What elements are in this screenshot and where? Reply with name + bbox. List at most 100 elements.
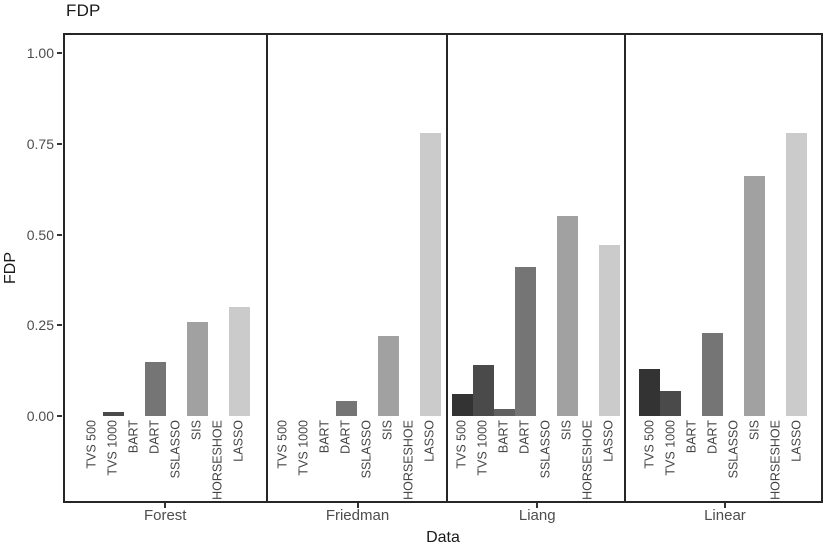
bar-slot: DART bbox=[514, 35, 536, 454]
bar-slot: SSLASSO bbox=[357, 35, 378, 478]
method-label: TVS 500 bbox=[642, 420, 657, 469]
bar-slot: HORSESHOE bbox=[765, 35, 786, 500]
plot-title: FDP bbox=[66, 1, 101, 20]
method-label: LASSO bbox=[231, 420, 246, 462]
method-label: DART bbox=[705, 420, 720, 454]
bar-slot: BART bbox=[124, 35, 145, 453]
method-label: HORSESHOE bbox=[401, 420, 416, 500]
bar-slot: HORSESHOE bbox=[399, 35, 420, 500]
bar-slot: LASSO bbox=[786, 35, 808, 462]
bar-slot: BART bbox=[315, 35, 336, 453]
bar-slot: DART bbox=[335, 35, 357, 454]
bar-tvs-1000 bbox=[660, 390, 682, 416]
bar-slot: TVS 500 bbox=[451, 35, 473, 469]
method-label: TVS 500 bbox=[275, 420, 290, 469]
method-label: SSLASSO bbox=[168, 420, 183, 479]
bar-slot: SSLASSO bbox=[166, 35, 187, 478]
method-label: BART bbox=[126, 420, 141, 454]
bar-slot: TVS 1000 bbox=[472, 35, 494, 476]
bar-group: TVS 500 TVS 1000 BART DART SSLASSO SIS HORSESH… bbox=[451, 35, 620, 500]
y-axis: 1.00 0.75 0.50 0.25 0.00 bbox=[0, 0, 63, 554]
bar-slot: SSLASSO bbox=[536, 35, 557, 478]
bar-group: TVS 500 TVS 1000 BART DART SSLASSO SIS HORSESH… bbox=[639, 35, 808, 500]
facet-liang: TVS 500 TVS 1000 BART DART SSLASSO SIS HORSESH… bbox=[448, 35, 626, 501]
bar-slot: SIS bbox=[186, 35, 208, 440]
y-tick-mark bbox=[57, 415, 62, 417]
method-label: HORSESHOE bbox=[768, 420, 783, 500]
bar-sis bbox=[744, 176, 766, 416]
x-tick-mark bbox=[723, 503, 726, 508]
bar-tvs-500 bbox=[639, 368, 661, 416]
bar-slot: DART bbox=[144, 35, 166, 454]
bar-dart bbox=[144, 361, 166, 416]
method-label: LASSO bbox=[601, 420, 616, 462]
bar-slot: TVS 500 bbox=[639, 35, 661, 469]
facet-label: Linear bbox=[704, 507, 746, 524]
y-tick-mark bbox=[57, 233, 62, 236]
x-axis-title: Data bbox=[426, 529, 460, 546]
bar-bart bbox=[493, 408, 515, 416]
y-tick-label: 0.50 bbox=[26, 226, 54, 243]
bar-slot: SIS bbox=[744, 35, 766, 440]
bar-dart bbox=[702, 332, 724, 416]
bar-slot: LASSO bbox=[598, 35, 620, 462]
bar-slot: SIS bbox=[556, 35, 578, 440]
bar-slot: TVS 1000 bbox=[294, 35, 315, 476]
method-label: SIS bbox=[747, 420, 762, 441]
y-tick-label: 0.25 bbox=[26, 317, 54, 334]
bar-dart bbox=[335, 401, 357, 416]
bar-lasso bbox=[598, 245, 620, 416]
method-label: DART bbox=[147, 420, 162, 454]
method-label: SIS bbox=[380, 420, 395, 441]
bar-slot: TVS 1000 bbox=[660, 35, 682, 476]
panel: TVS 500 TVS 1000 BART DART SSLASSO SIS HORSESH… bbox=[63, 33, 823, 503]
method-label: TVS 500 bbox=[454, 420, 469, 469]
bar-slot: HORSESHOE bbox=[578, 35, 599, 500]
facet-forest: TVS 500 TVS 1000 BART DART SSLASSO SIS HORSESH… bbox=[65, 35, 269, 501]
method-label: TVS 1000 bbox=[105, 420, 120, 476]
bar-slot: BART bbox=[493, 35, 515, 453]
method-label: TVS 500 bbox=[84, 420, 99, 469]
method-label: SIS bbox=[189, 420, 204, 441]
bar-slot: BART bbox=[681, 35, 702, 453]
bar-slot: HORSESHOE bbox=[208, 35, 229, 500]
bar-slot: LASSO bbox=[228, 35, 250, 462]
bar-sis bbox=[377, 336, 399, 416]
method-label: SSLASSO bbox=[359, 420, 374, 479]
method-label: DART bbox=[338, 420, 353, 454]
bar-group: TVS 500 TVS 1000 BART DART SSLASSO SIS HORSESH… bbox=[273, 35, 441, 500]
y-tick-label: 0.75 bbox=[26, 135, 54, 152]
bar-lasso bbox=[228, 307, 250, 416]
y-tick-label: 0.00 bbox=[26, 408, 54, 424]
facet-linear: TVS 500 TVS 1000 BART DART SSLASSO SIS HORSESH… bbox=[626, 35, 821, 501]
bar-slot: TVS 500 bbox=[82, 35, 103, 469]
method-label: SIS bbox=[559, 420, 574, 441]
bar-slot: SSLASSO bbox=[723, 35, 744, 478]
method-label: DART bbox=[517, 420, 532, 454]
bar-tvs-1000 bbox=[102, 412, 124, 416]
x-tick-mark bbox=[356, 503, 359, 508]
bar-tvs-500 bbox=[451, 394, 473, 416]
bar-dart bbox=[514, 267, 536, 416]
bar-slot: TVS 1000 bbox=[102, 35, 124, 476]
method-label: HORSESHOE bbox=[210, 420, 225, 500]
method-label: TVS 1000 bbox=[663, 420, 678, 476]
bar-lasso bbox=[786, 132, 808, 416]
y-tick-mark bbox=[57, 142, 62, 145]
method-label: LASSO bbox=[422, 420, 437, 462]
bar-slot: TVS 500 bbox=[273, 35, 294, 469]
bar-slot: LASSO bbox=[419, 35, 441, 462]
bar-tvs-1000 bbox=[472, 365, 494, 416]
facet-label: Forest bbox=[143, 507, 187, 524]
bar-sis bbox=[556, 216, 578, 416]
bar-sis bbox=[186, 321, 208, 416]
x-tick-mark bbox=[164, 503, 167, 508]
bar-lasso bbox=[419, 132, 441, 416]
y-tick-mark bbox=[57, 324, 62, 327]
facet-label: Friedman bbox=[325, 507, 390, 524]
method-label: LASSO bbox=[789, 420, 804, 462]
method-label: HORSESHOE bbox=[580, 420, 595, 500]
method-label: TVS 1000 bbox=[475, 420, 490, 476]
facet-friedman: TVS 500 TVS 1000 BART DART SSLASSO SIS HORSESH… bbox=[268, 35, 448, 501]
